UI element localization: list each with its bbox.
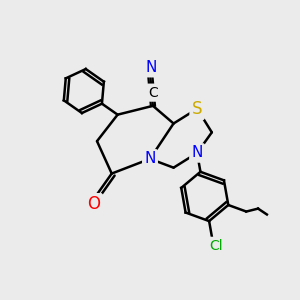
Text: O: O (88, 196, 100, 214)
Text: S: S (192, 100, 202, 118)
Text: C: C (148, 85, 158, 100)
Text: N: N (191, 146, 203, 160)
Text: Cl: Cl (209, 239, 223, 253)
Text: N: N (146, 60, 157, 75)
Text: N: N (144, 151, 156, 166)
